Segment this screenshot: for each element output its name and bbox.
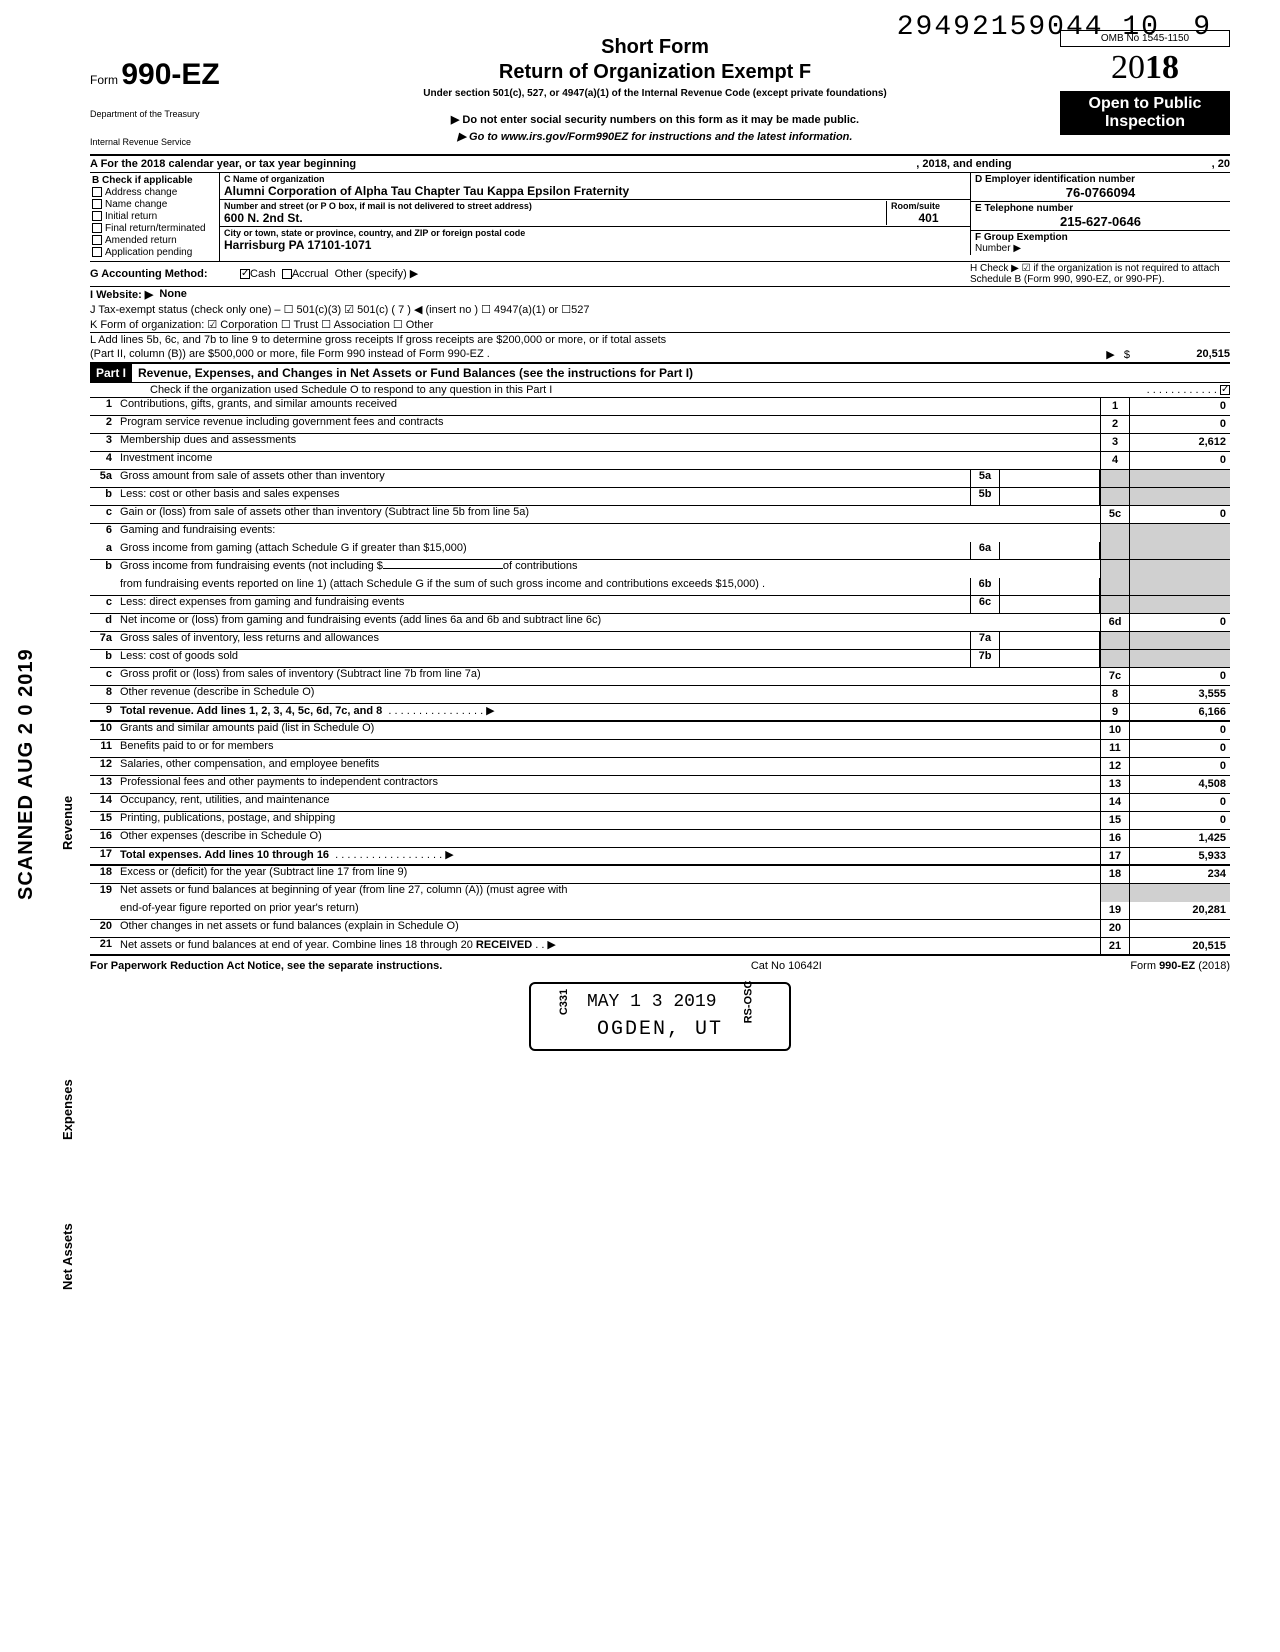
line-6c: Less: direct expenses from gaming and fu…	[118, 596, 970, 613]
line-17: Total expenses. Add lines 10 through 16 …	[118, 848, 1100, 864]
stamp-city: OGDEN, UT	[551, 1018, 770, 1041]
org-name: Alumni Corporation of Alpha Tau Chapter …	[224, 184, 966, 198]
line-6b-1: Gross income from fundraising events (no…	[118, 560, 1100, 578]
section-e-label: E Telephone number	[975, 203, 1226, 214]
section-f-number: Number ▶	[975, 243, 1021, 254]
scanned-stamp: SCANNED AUG 2 0 2019	[15, 648, 38, 900]
chk-amended-return[interactable]: Amended return	[92, 235, 217, 246]
section-f-label: F Group Exemption	[975, 232, 1068, 243]
part-1-label: Part I	[90, 364, 132, 382]
line-6b-2: from fundraising events reported on line…	[118, 578, 970, 595]
goto-link: ▶ Go to www.irs.gov/Form990EZ for instru…	[260, 130, 1050, 143]
line-20: Other changes in net assets or fund bala…	[118, 920, 1100, 937]
tax-year: 2018	[1060, 49, 1230, 87]
expenses-label: Expenses	[60, 1079, 75, 1140]
ssn-warning: ▶ Do not enter social security numbers o…	[260, 113, 1050, 126]
row-l-1: L Add lines 5b, 6c, and 7b to line 9 to …	[90, 333, 1230, 347]
room-label: Room/suite	[891, 201, 966, 211]
line-21: Net assets or fund balances at end of ye…	[118, 938, 1100, 954]
line-5c: Gain or (loss) from sale of assets other…	[118, 506, 1100, 523]
line-8: Other revenue (describe in Schedule O)	[118, 686, 1100, 703]
line-7b: Less: cost of goods sold	[118, 650, 970, 667]
stamp-date: MAY 1 3 2019	[587, 992, 717, 1012]
section-bcd: B Check if applicable Address change Nam…	[90, 173, 1230, 262]
row-a-tax-year: A For the 2018 calendar year, or tax yea…	[90, 156, 1230, 173]
gross-receipts: 20,515	[1130, 348, 1230, 360]
chk-name-change[interactable]: Name change	[92, 199, 217, 210]
line-12: Salaries, other compensation, and employ…	[118, 758, 1100, 775]
line-7a: Gross sales of inventory, less returns a…	[118, 632, 970, 649]
received-stamp: C331 MAY 1 3 2019 RS-OSC OGDEN, UT	[529, 982, 792, 1051]
net-assets-label: Net Assets	[60, 1223, 75, 1290]
form-header: Form 990-EZ Department of the Treasury I…	[90, 30, 1230, 156]
line-18: Excess or (deficit) for the year (Subtra…	[118, 866, 1100, 883]
line-3: Membership dues and assessments	[118, 434, 1100, 451]
row-i-label: I Website: ▶	[90, 288, 153, 301]
chk-address-change[interactable]: Address change	[92, 187, 217, 198]
line-6d: Net income or (loss) from gaming and fun…	[118, 614, 1100, 631]
chk-final-return[interactable]: Final return/terminated	[92, 223, 217, 234]
website-value: None	[159, 288, 187, 300]
form-ref: Form 990-EZ (2018)	[1130, 960, 1230, 972]
inspection: Inspection	[1062, 113, 1228, 131]
chk-schedule-o[interactable]	[1220, 385, 1230, 395]
room-suite: 401	[891, 211, 966, 225]
line-9: Total revenue. Add lines 1, 2, 3, 4, 5c,…	[118, 704, 1100, 720]
chk-application-pending[interactable]: Application pending	[92, 247, 217, 258]
under-section: Under section 501(c), 527, or 4947(a)(1)…	[260, 88, 1050, 99]
line-4: Investment income	[118, 452, 1100, 469]
part-1-title: Revenue, Expenses, and Changes in Net As…	[132, 366, 693, 380]
addr-label: Number and street (or P O box, if mail i…	[224, 201, 886, 211]
dept-irs: Internal Revenue Service	[90, 138, 250, 148]
row-k: K Form of organization: ☑ Corporation ☐ …	[90, 317, 1230, 333]
document-number: 29492159044 10	[897, 12, 1160, 43]
chk-cash[interactable]	[240, 269, 250, 279]
city-label: City or town, state or province, country…	[224, 228, 966, 238]
line-11: Benefits paid to or for members	[118, 740, 1100, 757]
document-number-suffix: 9	[1193, 12, 1210, 43]
section-b-title: B Check if applicable	[92, 175, 217, 186]
chk-accrual[interactable]	[282, 269, 292, 279]
return-title: Return of Organization Exempt F	[260, 61, 1050, 84]
line-19a: Net assets or fund balances at beginning…	[118, 884, 1100, 902]
row-g-label: G Accounting Method:	[90, 268, 240, 280]
line-1: Contributions, gifts, grants, and simila…	[118, 398, 1100, 415]
phone: 215-627-0646	[975, 214, 1226, 229]
line-5a: Gross amount from sale of assets other t…	[118, 470, 970, 487]
line-16: Other expenses (describe in Schedule O)	[118, 830, 1100, 847]
section-c-label: C Name of organization	[224, 174, 966, 184]
part-1-check-line: Check if the organization used Schedule …	[150, 384, 552, 396]
form-label: Form	[90, 73, 118, 87]
line-19b: end-of-year figure reported on prior yea…	[118, 902, 1100, 919]
section-d-label: D Employer identification number	[975, 174, 1226, 185]
line-5b: Less: cost or other basis and sales expe…	[118, 488, 970, 505]
cat-no: Cat No 10642I	[751, 960, 822, 972]
line-6: Gaming and fundraising events:	[118, 524, 1100, 542]
line-10: Grants and similar amounts paid (list in…	[118, 722, 1100, 739]
line-14: Occupancy, rent, utilities, and maintena…	[118, 794, 1100, 811]
line-2: Program service revenue including govern…	[118, 416, 1100, 433]
row-l-2: (Part II, column (B)) are $500,000 or mo…	[90, 348, 490, 360]
line-13: Professional fees and other payments to …	[118, 776, 1100, 793]
dept-treasury: Department of the Treasury	[90, 110, 250, 120]
revenue-label: Revenue	[60, 796, 75, 850]
line-15: Printing, publications, postage, and shi…	[118, 812, 1100, 829]
ein: 76-0766094	[975, 185, 1226, 200]
form-number: 990-EZ	[121, 58, 219, 91]
line-7c: Gross profit or (loss) from sales of inv…	[118, 668, 1100, 685]
chk-initial-return[interactable]: Initial return	[92, 211, 217, 222]
paperwork-notice: For Paperwork Reduction Act Notice, see …	[90, 960, 442, 972]
row-j: J Tax-exempt status (check only one) – ☐…	[90, 302, 1230, 317]
city-state-zip: Harrisburg PA 17101-1071	[224, 238, 966, 252]
open-public: Open to Public	[1062, 95, 1228, 113]
street-address: 600 N. 2nd St.	[224, 211, 886, 225]
row-h: H Check ▶ ☑ if the organization is not r…	[970, 263, 1230, 285]
line-6a: Gross income from gaming (attach Schedul…	[118, 542, 970, 559]
